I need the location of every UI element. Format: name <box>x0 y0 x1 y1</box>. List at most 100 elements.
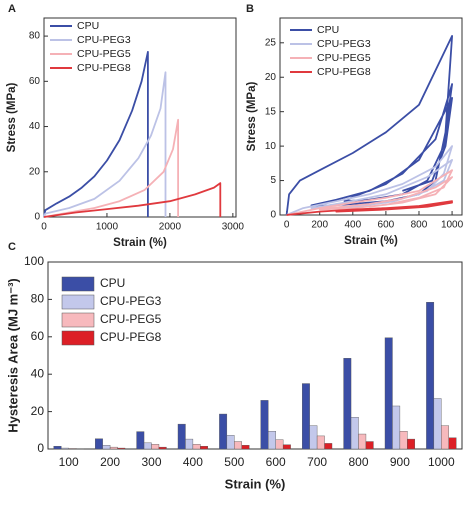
y-tick-label: 25 <box>265 37 277 48</box>
plot-frame <box>43 17 237 218</box>
x-tick-label: 1000 <box>428 455 455 469</box>
bar <box>177 423 186 450</box>
bar <box>426 302 435 450</box>
bar <box>94 438 103 450</box>
legend-label: CPU-PEG3 <box>317 38 371 50</box>
bar <box>358 433 367 450</box>
panel-label: A <box>8 3 16 15</box>
x-axis-label: Strain (%) <box>225 476 286 491</box>
bar <box>226 435 235 450</box>
legend-swatch <box>61 276 95 292</box>
bar <box>309 425 318 450</box>
bar <box>316 435 325 450</box>
x-tick-label: 3000 <box>222 222 245 233</box>
bar <box>275 439 284 450</box>
series-line <box>285 35 453 216</box>
legend-label: CPU-PEG5 <box>77 48 131 60</box>
y-tick-label: 60 <box>31 329 45 343</box>
x-tick-label: 400 <box>183 455 203 469</box>
bar <box>282 444 291 450</box>
x-tick-label: 1000 <box>441 220 464 231</box>
x-tick-label: 1000 <box>96 222 119 233</box>
bar <box>384 337 393 450</box>
bar <box>53 445 62 450</box>
x-tick-label: 2000 <box>159 222 182 233</box>
legend-swatch <box>61 294 95 310</box>
bar <box>268 431 276 450</box>
bar <box>200 445 209 450</box>
bar <box>324 443 333 450</box>
x-tick-label: 500 <box>224 455 244 469</box>
bar <box>192 444 201 450</box>
series-line <box>43 51 149 218</box>
series-line <box>286 200 453 216</box>
y-tick-label: 0 <box>270 210 276 221</box>
bar <box>158 446 167 450</box>
legend-label: CPU-PEG8 <box>317 66 371 78</box>
x-axis-label: Strain (%) <box>344 235 398 247</box>
y-axis-label: Stress (MPa) <box>246 82 258 152</box>
legend-label: CPU-PEG3 <box>100 294 162 308</box>
y-tick-label: 15 <box>265 106 277 117</box>
x-tick-label: 800 <box>348 455 368 469</box>
x-tick-label: 0 <box>41 222 47 233</box>
y-axis-label: Hysteresis Area (MJ m⁻³) <box>5 278 20 433</box>
legend-label: CPU-PEG5 <box>317 52 371 64</box>
x-tick-label: 700 <box>307 455 327 469</box>
legend-swatch <box>61 312 95 328</box>
plot-frame <box>279 17 463 216</box>
legend-label: CPU <box>317 24 339 36</box>
bar <box>241 445 250 450</box>
panel-label: B <box>246 3 254 15</box>
bar <box>185 438 194 450</box>
x-tick-label: 0 <box>284 220 290 231</box>
x-tick-label: 600 <box>266 455 286 469</box>
bar <box>109 446 118 450</box>
y-tick-label: 10 <box>265 141 277 152</box>
bar <box>448 437 457 450</box>
y-tick-label: 0 <box>37 441 44 455</box>
bar <box>301 383 310 450</box>
y-tick-label: 80 <box>29 31 41 42</box>
bar <box>350 417 359 450</box>
y-tick-label: 20 <box>31 404 45 418</box>
bar <box>407 438 416 450</box>
y-axis-label: Stress (MPa) <box>6 83 18 153</box>
legend-label: CPU-PEG3 <box>77 34 131 46</box>
legend-label: CPU-PEG8 <box>100 330 162 344</box>
y-tick-label: 40 <box>29 121 41 132</box>
y-tick-label: 0 <box>34 212 40 223</box>
y-tick-label: 40 <box>31 366 45 380</box>
series-line <box>43 182 222 218</box>
legend-label: CPU-PEG5 <box>100 312 162 326</box>
x-tick-label: 400 <box>344 220 361 231</box>
legend-label: CPU <box>100 276 125 290</box>
bar <box>399 431 408 450</box>
x-tick-label: 200 <box>311 220 328 231</box>
x-tick-label: 800 <box>411 220 428 231</box>
legend-swatch <box>61 330 95 346</box>
panel-label: C <box>8 241 16 253</box>
bar <box>117 447 126 450</box>
bar <box>441 425 449 450</box>
bar <box>234 441 242 450</box>
bar <box>392 405 401 450</box>
legend-label: CPU-PEG8 <box>77 62 131 74</box>
x-tick-label: 600 <box>378 220 395 231</box>
bar <box>143 442 152 450</box>
x-tick-label: 200 <box>100 455 120 469</box>
bar <box>102 445 111 450</box>
legend-label: CPU <box>77 20 99 32</box>
y-tick-label: 60 <box>29 76 41 87</box>
series-line <box>43 118 179 218</box>
series-line <box>286 169 453 216</box>
series-line <box>43 71 167 218</box>
y-tick-label: 80 <box>31 292 45 306</box>
x-axis-label: Strain (%) <box>113 237 167 249</box>
bar <box>61 447 69 450</box>
x-tick-label: 900 <box>390 455 410 469</box>
bar <box>136 431 145 450</box>
x-tick-label: 300 <box>141 455 161 469</box>
